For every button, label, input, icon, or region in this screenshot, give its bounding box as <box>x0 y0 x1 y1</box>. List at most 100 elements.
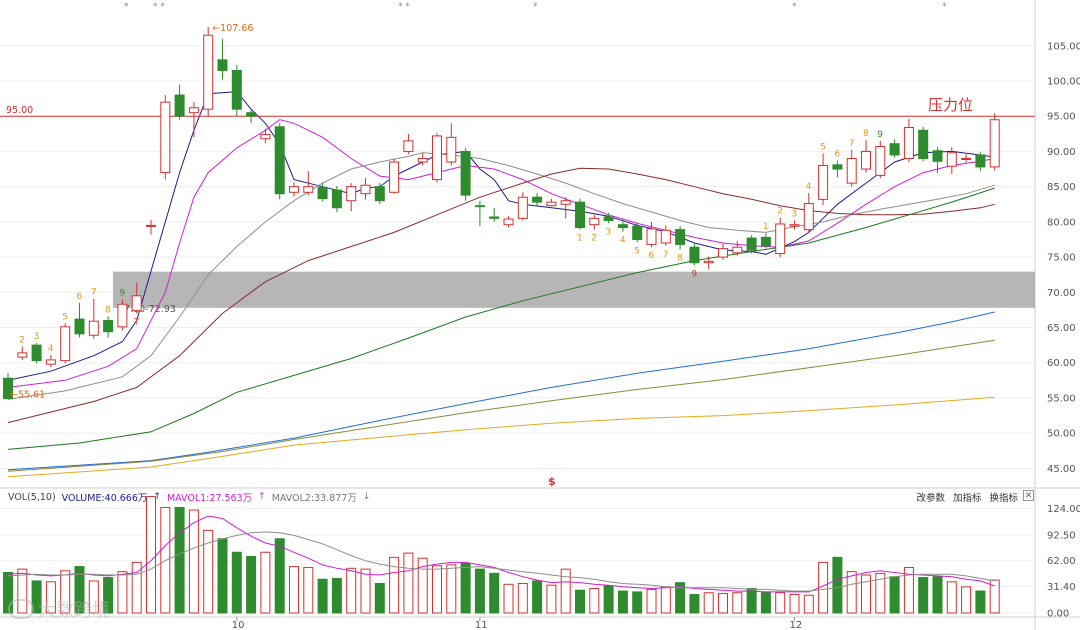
down-arrow-icon: ↓ <box>362 492 371 502</box>
price-tick-label: 100.00 <box>1047 77 1080 88</box>
volume-bar <box>303 566 314 614</box>
candle-body <box>289 186 299 193</box>
volume-bar <box>961 586 972 614</box>
volume-bar <box>489 572 500 614</box>
resistance-label: 压力位 <box>928 96 973 114</box>
high-price-label: ←107.66 <box>212 23 253 34</box>
watermark: 大数跨境 <box>8 596 110 622</box>
candle-body <box>775 223 786 255</box>
price-tick-label: 60.00 <box>1047 358 1076 369</box>
watermark-text: 大数跨境 <box>38 600 110 621</box>
volume-bar <box>88 580 99 614</box>
volume-bar <box>589 588 600 614</box>
price-tick-label: 70.00 <box>1047 288 1076 299</box>
candle-body <box>17 352 28 358</box>
volume-bar <box>131 561 142 614</box>
candle-body <box>546 201 557 207</box>
moving-average-line <box>7 152 995 400</box>
volume-bar <box>60 570 71 614</box>
volume-bar <box>718 593 728 614</box>
candle-body <box>417 157 428 163</box>
candle-body <box>60 326 71 362</box>
volume-bar <box>732 592 743 614</box>
volume-bar <box>803 594 814 614</box>
volume-bar <box>832 556 843 614</box>
count-mark: 8 <box>863 129 869 139</box>
add-indicator-button[interactable]: 加指标 <box>952 493 982 504</box>
price-tick-label: 85.00 <box>1047 182 1076 193</box>
close-icon[interactable]: ✕ <box>1023 490 1034 501</box>
volume-bar <box>689 593 700 614</box>
price-tick-label: 65.00 <box>1047 323 1076 334</box>
support-zone-band <box>113 271 1035 308</box>
count-mark: 6 <box>834 150 840 160</box>
top-mark: * <box>792 2 797 12</box>
volume-bar <box>617 590 628 614</box>
volume-bar <box>274 538 285 614</box>
volume-bar <box>374 582 385 614</box>
count-mark: 7 <box>663 250 669 260</box>
volume-bar <box>389 556 400 614</box>
volume-bar <box>246 555 257 614</box>
count-mark: 9 <box>877 130 883 140</box>
volume-toolbar: 改参数 加指标 换指标 <box>916 489 1018 505</box>
candle-body <box>460 150 471 196</box>
volume-indicator-title: VOL(5,10) <box>8 491 56 503</box>
watermark-logo-icon <box>8 599 34 619</box>
volume-bar <box>174 507 185 614</box>
volume-bar <box>317 578 328 614</box>
low-price-label: ←55.61 <box>10 390 45 401</box>
x-tick-label: 12 <box>790 620 803 630</box>
volume-bar <box>17 568 28 614</box>
price-tick-label: 45.00 <box>1047 464 1076 475</box>
candle-body <box>88 320 99 336</box>
volume-legend: VOL(5,10) VOLUME:40.666万 ↑ MAVOL1:27.563万… <box>0 489 1040 505</box>
candle-body <box>31 344 42 362</box>
volume-moving-average <box>7 531 995 592</box>
candle-body <box>617 224 628 229</box>
candle-body <box>903 126 914 159</box>
volume-bar <box>746 588 757 614</box>
moving-average-line <box>7 311 995 471</box>
moving-average-line <box>7 91 995 381</box>
candle-body <box>803 203 814 231</box>
volume-tick-label: 31.40 <box>1047 582 1076 593</box>
volume-bar <box>203 529 214 614</box>
candle-body <box>503 218 514 226</box>
volume-bar <box>903 566 914 614</box>
volume-tick-label: 92.50 <box>1047 530 1076 541</box>
candle-body <box>918 129 929 159</box>
edit-params-button[interactable]: 改参数 <box>916 493 945 504</box>
volume-bar <box>546 584 557 614</box>
count-mark: 2 <box>591 234 597 244</box>
candle-body <box>389 161 400 193</box>
candle-body <box>846 157 857 184</box>
change-indicator-button[interactable]: 换指标 <box>989 493 1018 504</box>
volume-bar <box>260 551 271 614</box>
top-mark: * <box>124 2 129 12</box>
candle-body <box>746 237 757 251</box>
candle-body <box>188 107 199 114</box>
top-mark: * <box>942 2 947 12</box>
volume-bar <box>503 583 514 614</box>
candle-body <box>360 184 371 195</box>
candle-body <box>603 216 614 221</box>
mavol2-value: MAVOL2:33.877万 <box>271 493 357 504</box>
volume-bar <box>45 581 56 614</box>
candle-body <box>589 217 600 226</box>
count-mark: 6 <box>77 292 83 302</box>
candle-body <box>975 154 986 168</box>
volume-bar <box>103 577 114 614</box>
candle-body <box>432 135 442 181</box>
count-mark: 6 <box>649 251 655 261</box>
candle-body <box>932 150 943 162</box>
candle-body <box>474 205 485 208</box>
count-mark: 3 <box>34 332 40 342</box>
volume-bar <box>560 568 571 614</box>
volume-tick-label: 62.00 <box>1047 556 1076 567</box>
candle-body <box>103 319 114 333</box>
volume-bar <box>217 538 228 614</box>
candle-body <box>832 164 843 170</box>
volume-bar <box>603 585 614 614</box>
